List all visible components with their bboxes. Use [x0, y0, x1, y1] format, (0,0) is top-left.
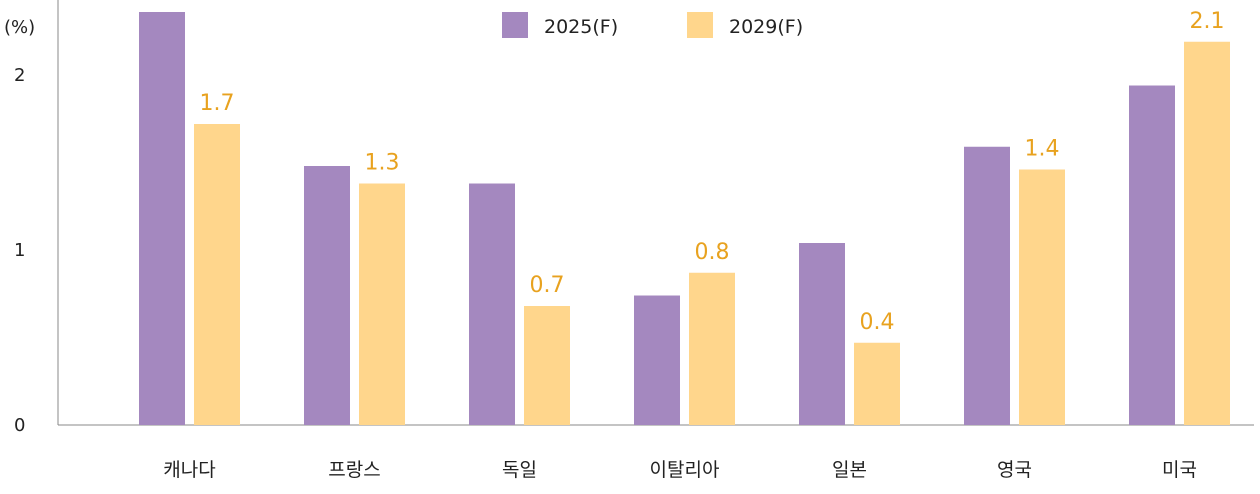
data-label: 0.4 — [860, 310, 895, 335]
y-tick-label: 2 — [14, 65, 25, 86]
bar-2025 — [964, 146, 1010, 425]
bar-2025 — [1129, 85, 1175, 425]
data-label: 1.3 — [365, 151, 400, 176]
category-label: 캐나다 — [163, 459, 215, 481]
bar-2025 — [799, 243, 845, 425]
bar-2025 — [304, 166, 350, 425]
category-label: 영국 — [997, 459, 1032, 481]
y-tick-label: 0 — [14, 415, 25, 436]
category-label: 독일 — [502, 459, 537, 481]
data-label: 1.7 — [200, 91, 235, 116]
bar-2025 — [634, 295, 680, 425]
category-label: 일본 — [832, 459, 867, 481]
bar-2029 — [194, 124, 240, 425]
bar-2029 — [854, 342, 900, 425]
data-labels: 1.7 1.3 0.7 0.8 0.4 1.4 2.1 — [200, 9, 1225, 335]
legend-label: 2025(F) — [544, 16, 618, 38]
legend-swatch — [502, 12, 528, 38]
bar-2029 — [524, 306, 570, 425]
category-labels: 캐나다 프랑스 독일 이탈리아 일본 영국 미국 — [163, 459, 1197, 481]
y-tick-label: 1 — [14, 240, 25, 261]
bar-2029 — [359, 183, 405, 425]
y-axis-unit-label: (%) — [4, 17, 35, 38]
category-label: 프랑스 — [328, 459, 380, 481]
bar-2025 — [139, 12, 185, 425]
data-label: 0.7 — [530, 273, 565, 298]
bar-2029 — [689, 272, 735, 425]
category-label: 이탈리아 — [650, 459, 720, 481]
bar-2025 — [469, 183, 515, 425]
bars — [139, 12, 1230, 425]
data-label: 0.8 — [695, 240, 730, 265]
legend-label: 2029(F) — [729, 16, 803, 38]
bar-2029 — [1019, 169, 1065, 425]
bar-2029 — [1184, 41, 1230, 425]
legend-swatch — [687, 12, 713, 38]
category-label: 미국 — [1162, 459, 1197, 481]
legend: 2025(F) 2029(F) — [502, 12, 803, 38]
data-label: 2.1 — [1190, 9, 1225, 34]
data-label: 1.4 — [1025, 137, 1060, 162]
